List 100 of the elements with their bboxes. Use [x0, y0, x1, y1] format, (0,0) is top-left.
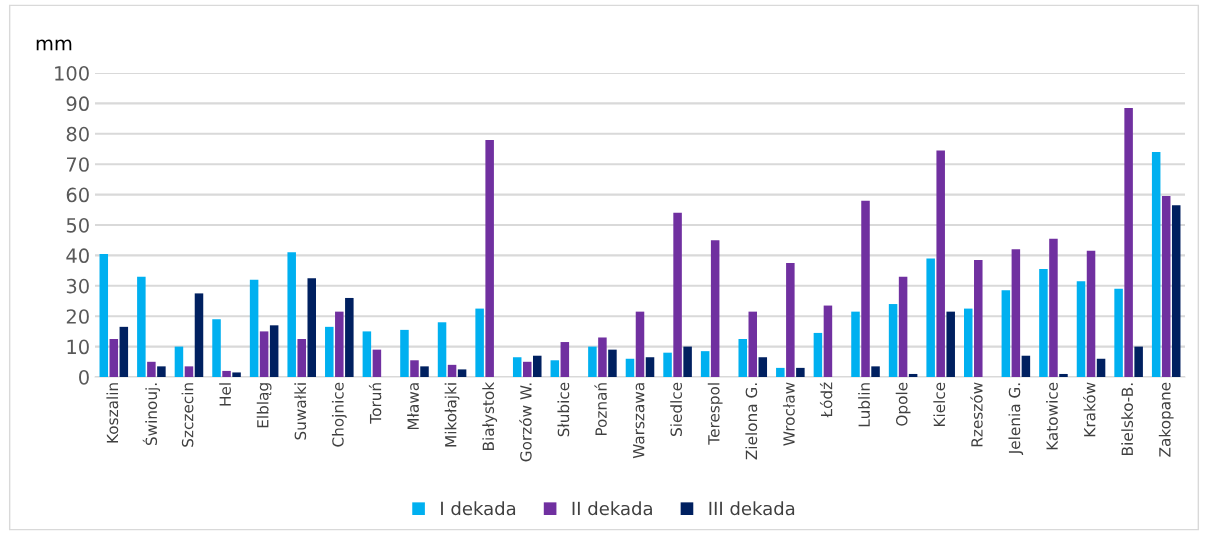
x-tick-label: Chojnice	[331, 382, 347, 447]
x-tick-label: Hel	[219, 383, 231, 406]
y-tick-label: 0	[79, 369, 89, 385]
x-tick-label: Opole	[895, 382, 911, 426]
bar	[861, 200, 870, 377]
bar	[137, 276, 146, 377]
x-tick-label: Jelenia G.	[1008, 383, 1024, 456]
bar	[420, 366, 429, 377]
x-tick-label: Elbląg	[256, 383, 272, 428]
x-tick-label: Mława	[407, 383, 419, 430]
bar	[673, 212, 682, 377]
x-tick-label: Kraków	[1083, 382, 1096, 437]
bar	[1001, 290, 1011, 377]
bar	[522, 361, 532, 377]
x-tick-label: Poznań	[594, 383, 607, 436]
y-tick-label: 100	[55, 65, 89, 81]
bar	[119, 326, 129, 377]
y-tick-label: 20	[66, 309, 89, 324]
y-tick-label: 60	[66, 187, 89, 203]
bar	[485, 139, 494, 377]
x-tick-label: Koszalin	[106, 383, 119, 443]
x-tick-label: Bielsko-B.	[1121, 383, 1134, 455]
y-tick-label: 70	[66, 157, 89, 172]
bar	[926, 258, 935, 377]
x-tick-label: Siedlce	[670, 382, 683, 436]
bar	[663, 352, 672, 377]
bar	[776, 367, 785, 377]
bar	[297, 339, 306, 377]
legend-label: III dekada	[709, 501, 795, 516]
x-tick-label: Suwałki	[294, 383, 307, 440]
x-tick-label: Gorzów W.	[519, 383, 532, 462]
bar	[560, 342, 570, 377]
bar	[533, 355, 542, 377]
bar	[598, 337, 607, 377]
bar	[259, 331, 269, 377]
bar	[700, 351, 710, 377]
x-tick-label: Świnouj.	[142, 383, 161, 446]
x-tick-label: Zakopane	[1158, 382, 1174, 457]
bar	[194, 293, 204, 377]
bar	[1151, 152, 1161, 377]
bar	[1171, 205, 1181, 377]
bar	[184, 366, 194, 377]
bar	[635, 311, 645, 377]
x-tick-label: Łódź	[819, 382, 833, 418]
bar	[475, 308, 484, 377]
x-tick-label: Rzeszów	[970, 382, 983, 447]
bar	[786, 263, 795, 377]
bar	[287, 252, 296, 377]
bar	[447, 364, 457, 377]
bar	[222, 370, 231, 377]
bar	[683, 346, 692, 377]
bar	[1096, 358, 1106, 377]
bar	[1011, 249, 1021, 377]
bar	[936, 150, 945, 377]
bar	[625, 358, 635, 377]
y-tick-label: 30	[66, 278, 89, 294]
y-axis-title: mm	[36, 39, 72, 51]
bar	[550, 360, 560, 377]
bar	[645, 357, 655, 377]
bar	[888, 304, 898, 377]
bar	[335, 311, 344, 377]
legend-label: I dekada	[441, 501, 516, 516]
bar	[1076, 281, 1086, 377]
bar	[99, 253, 109, 377]
bar	[974, 259, 983, 377]
x-tick-label: Słubice	[557, 382, 570, 437]
bar	[963, 308, 973, 377]
bar	[813, 332, 823, 377]
bar	[372, 349, 382, 377]
x-tick-label: Warszawa	[633, 383, 645, 459]
bar	[710, 240, 720, 377]
x-tick-label: Zielona G.	[745, 383, 758, 460]
bar	[157, 366, 166, 377]
bar	[1124, 107, 1133, 377]
bar	[748, 311, 758, 377]
bar	[345, 297, 354, 377]
bar	[174, 346, 184, 377]
bar	[269, 325, 279, 377]
bar	[1134, 346, 1143, 377]
bar	[232, 372, 241, 377]
x-tick-label: Lublin	[858, 383, 870, 427]
y-tick-label: 90	[66, 96, 89, 112]
y-tick-label: 40	[66, 248, 89, 264]
bar	[608, 349, 617, 377]
bar	[512, 357, 522, 377]
y-tick-label: 80	[66, 126, 89, 142]
x-tick-label: Mikołajki	[444, 383, 460, 447]
bar	[437, 322, 447, 377]
bar	[908, 373, 918, 377]
bar	[758, 357, 768, 377]
bar	[1039, 269, 1048, 377]
x-tick-label: Terespol	[707, 383, 723, 445]
bar	[457, 369, 467, 377]
bar	[1086, 250, 1096, 377]
x-tick-label: Szczecin	[181, 383, 194, 447]
bar	[898, 276, 908, 377]
bar	[1021, 355, 1031, 377]
bar	[410, 360, 419, 377]
bar	[325, 326, 334, 377]
x-tick-label: Kielce	[933, 382, 946, 427]
